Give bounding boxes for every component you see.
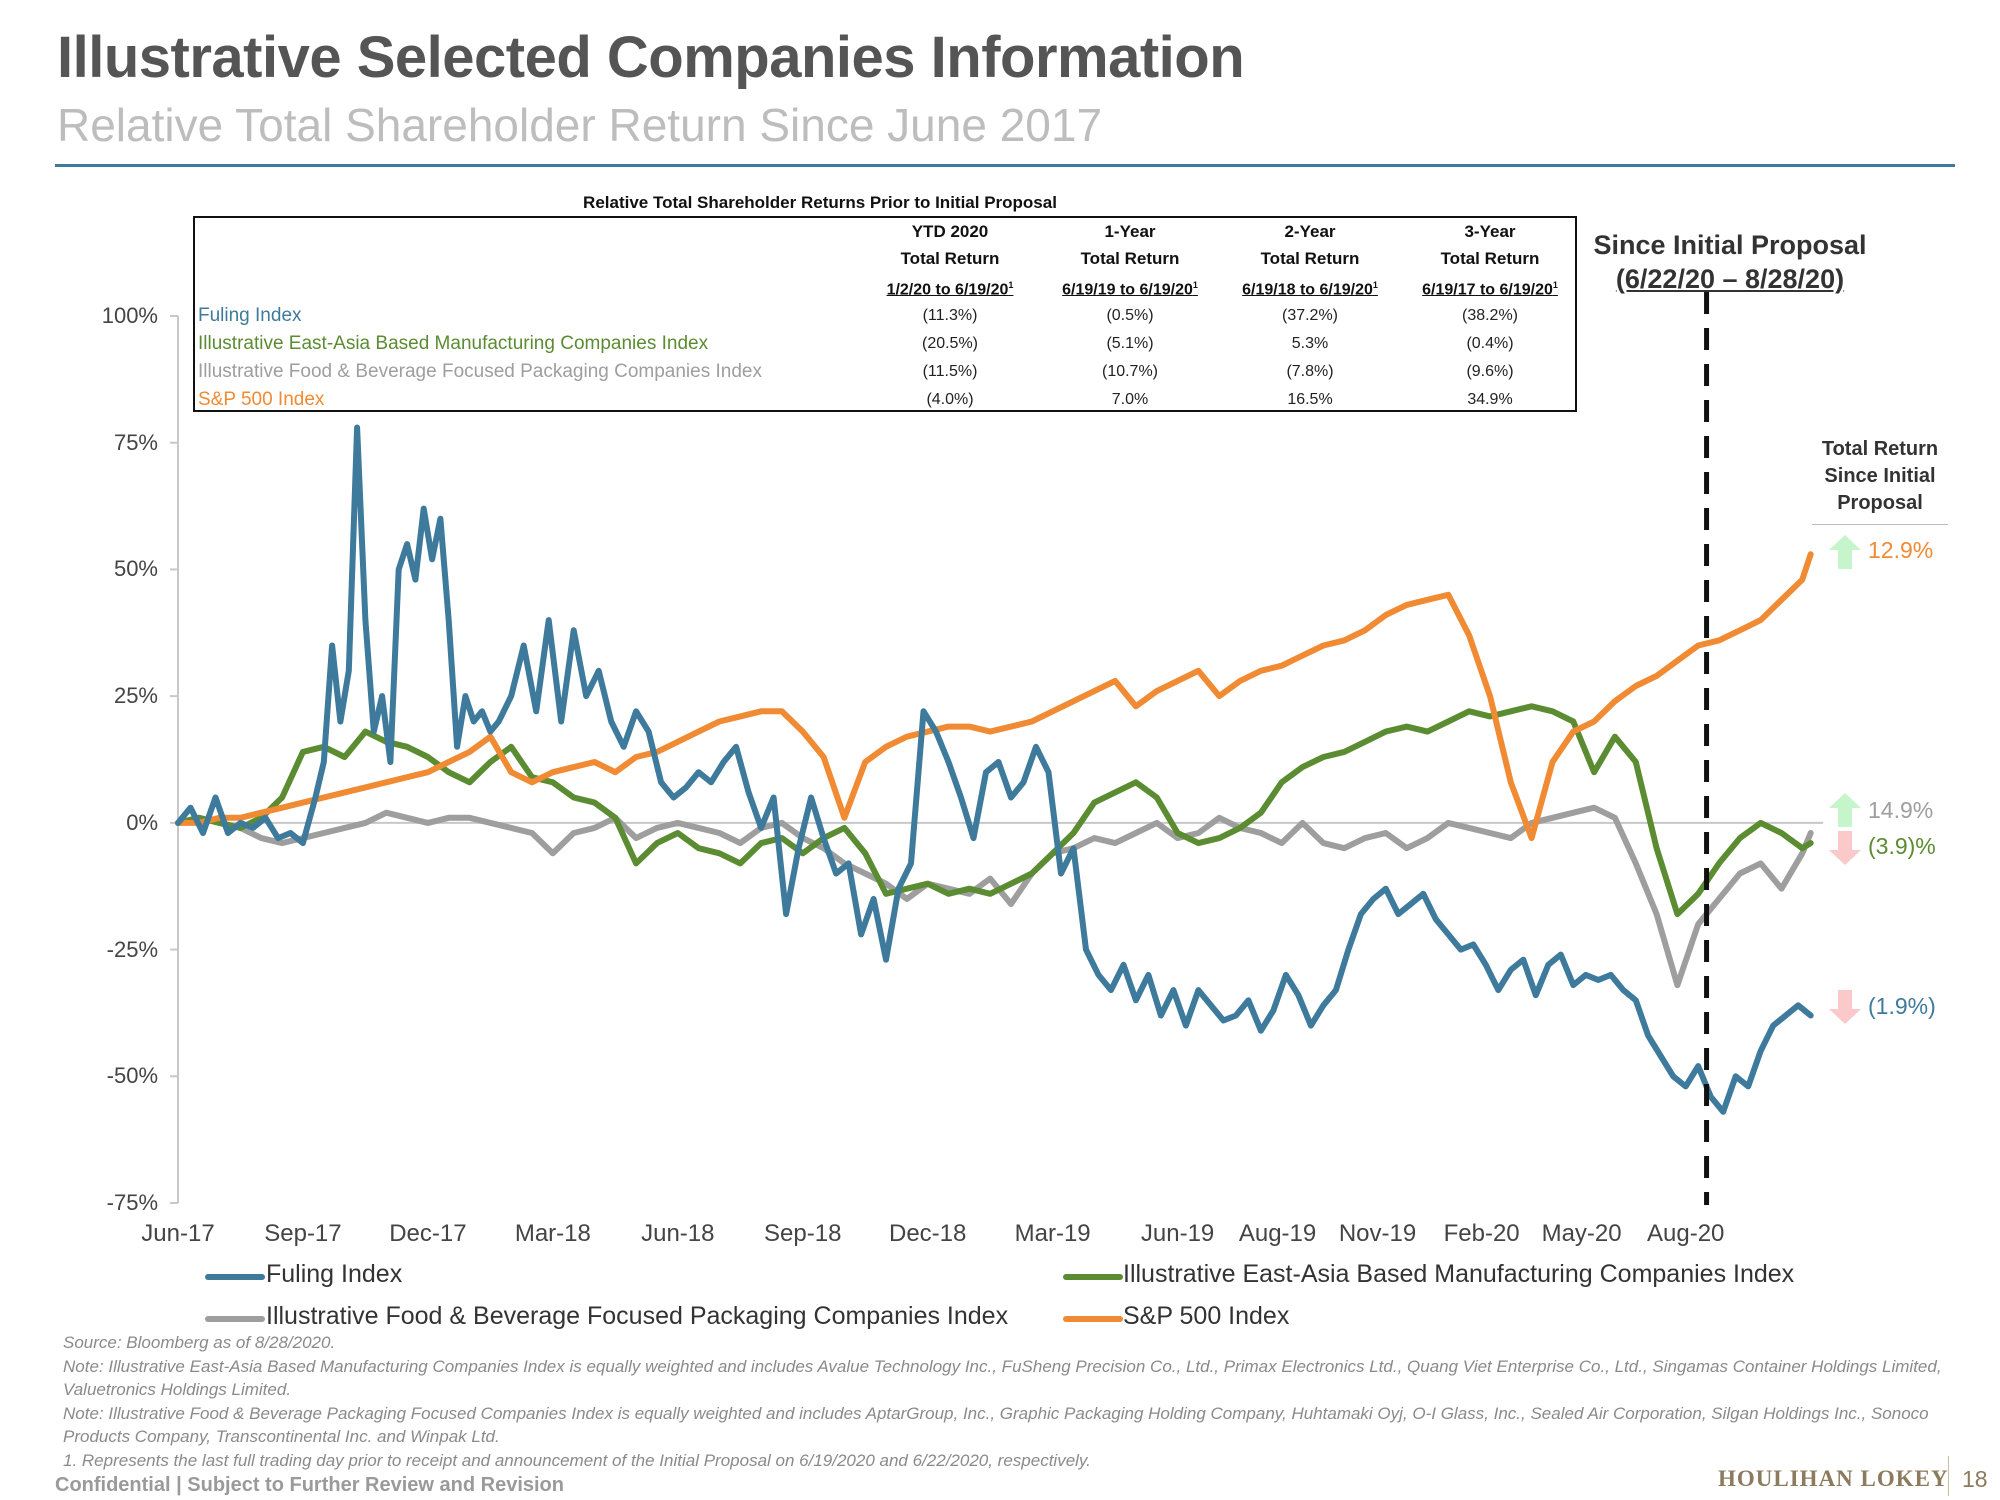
arrow-up-icon bbox=[1829, 793, 1861, 827]
legend-label-sp500: S&P 500 Index bbox=[1123, 1302, 1290, 1330]
table-cell: (11.3%) bbox=[922, 307, 978, 324]
series-line-s-p-500-index bbox=[175, 551, 1814, 842]
table-cell: (4.0%) bbox=[926, 391, 974, 408]
since-initial-proposal-dates: (6/22/20 – 8/28/20) bbox=[1615, 264, 1845, 294]
y-tick-label: -50% bbox=[106, 1063, 158, 1089]
legend-label-fuling: Fuling Index bbox=[266, 1260, 403, 1288]
x-tick-label: Jun-18 bbox=[641, 1220, 715, 1247]
header-divider bbox=[55, 164, 1955, 167]
arrow-up-icon bbox=[1829, 535, 1861, 569]
legend-swatch-food-bev bbox=[205, 1316, 265, 1322]
table-cell: (20.5%) bbox=[921, 335, 979, 352]
table-row-label: Illustrative Food & Beverage Focused Pac… bbox=[198, 361, 762, 382]
source-note: Source: Bloomberg as of 8/28/2020. bbox=[63, 1333, 336, 1352]
table-cell: (9.6%) bbox=[1466, 363, 1514, 380]
x-tick-label: Dec-18 bbox=[889, 1220, 967, 1247]
x-tick-label: Dec-17 bbox=[389, 1220, 467, 1247]
since-initial-proposal-heading: Since Initial Proposal (6/22/20 – 8/28/2… bbox=[1580, 228, 1880, 296]
returns-table bbox=[193, 216, 1577, 412]
return-since-proposal-east-asia: (3.9)% bbox=[1868, 833, 1936, 859]
y-tick-label: 75% bbox=[113, 429, 158, 455]
footnotes: Source: Bloomberg as of 8/28/2020. Note:… bbox=[63, 1331, 1963, 1472]
x-tick-label: Sep-18 bbox=[764, 1220, 842, 1247]
x-tick-label: Mar-18 bbox=[514, 1220, 591, 1247]
x-tick-label: May-20 bbox=[1541, 1220, 1622, 1247]
confidential-notice: Confidential | Subject to Further Review… bbox=[55, 1474, 564, 1496]
x-tick-label: Feb-20 bbox=[1443, 1220, 1520, 1247]
legend-label-food-bev: Illustrative Food & Beverage Focused Pac… bbox=[266, 1302, 1009, 1330]
legend-swatch-sp500 bbox=[1063, 1316, 1123, 1322]
table-cell: 34.9% bbox=[1467, 391, 1513, 408]
table-cell: 7.0% bbox=[1111, 391, 1149, 408]
x-tick-label: Mar-19 bbox=[1014, 1220, 1091, 1247]
legend-label-east-asia: Illustrative East-Asia Based Manufacturi… bbox=[1123, 1260, 1795, 1288]
column-header-1-year: 1-Year Total Return 6/19/19 to 6/19/201 bbox=[1062, 222, 1198, 299]
returns-table-caption: Relative Total Shareholder Returns Prior… bbox=[583, 193, 1057, 212]
x-tick-label: Jun-17 bbox=[141, 1220, 215, 1247]
return-since-proposal-fuling: (1.9%) bbox=[1868, 993, 1936, 1019]
footnote-1: 1. Represents the last full trading day … bbox=[63, 1450, 1091, 1470]
x-tick-label: Jun-19 bbox=[1140, 1220, 1215, 1247]
table-row-label: Fuling Index bbox=[198, 305, 302, 326]
total-return-since-proposal-header: Total Return Since Initial Proposal bbox=[1821, 438, 1939, 514]
column-header-ytd: YTD 2020 Total Return 1/2/20 to 6/19/201 bbox=[886, 222, 1014, 299]
y-tick-label: 25% bbox=[113, 683, 158, 709]
chart-axes bbox=[170, 315, 1824, 1204]
y-tick-label: 0% bbox=[126, 809, 158, 835]
series-line-illustrative-food-beverage-focused-packaging-companies-index bbox=[175, 804, 1814, 989]
east-asia-index-note: Note: Illustrative East-Asia Based Manuf… bbox=[63, 1356, 1942, 1400]
total-return-header-divider bbox=[1812, 524, 1948, 525]
table-cell: (37.2%) bbox=[1281, 307, 1339, 324]
table-cell: (0.4%) bbox=[1466, 335, 1514, 352]
page-title: Illustrative Selected Companies Informat… bbox=[57, 25, 1245, 90]
brand-logo: HOULIHAN LOKEY bbox=[1718, 1466, 1949, 1491]
series-line-fuling-index bbox=[175, 424, 1814, 1115]
x-tick-label: Aug-19 bbox=[1238, 1220, 1317, 1247]
column-header-3-year: 3-Year Total Return 6/19/17 to 6/19/201 bbox=[1422, 222, 1558, 299]
x-tick-label: Sep-17 bbox=[264, 1220, 342, 1247]
table-cell: (0.5%) bbox=[1106, 307, 1154, 324]
table-cell: 5.3% bbox=[1291, 335, 1329, 352]
y-tick-label: 100% bbox=[101, 303, 158, 328]
chart-series bbox=[175, 424, 1814, 1115]
table-cell: 16.5% bbox=[1287, 391, 1333, 408]
table-row-label: Illustrative East-Asia Based Manufacturi… bbox=[198, 333, 709, 354]
arrow-down-icon bbox=[1829, 990, 1861, 1024]
y-tick-label: 50% bbox=[113, 556, 158, 582]
page-subtitle: Relative Total Shareholder Return Since … bbox=[57, 99, 1103, 151]
return-since-proposal-food-bev: 14.9% bbox=[1868, 797, 1934, 823]
return-since-proposal-sp500: 12.9% bbox=[1868, 537, 1934, 563]
legend-swatch-fuling bbox=[205, 1274, 265, 1280]
y-tick-label: -75% bbox=[106, 1190, 158, 1215]
column-header-2-year: 2-Year Total Return 6/19/18 to 6/19/201 bbox=[1242, 222, 1378, 299]
table-cell: (7.8%) bbox=[1286, 363, 1334, 380]
table-cell: (11.5%) bbox=[922, 363, 978, 380]
x-tick-label: Aug-20 bbox=[1647, 1220, 1725, 1247]
legend-swatch-east-asia bbox=[1063, 1274, 1123, 1280]
food-bev-index-note: Note: Illustrative Food & Beverage Packa… bbox=[63, 1403, 1929, 1447]
table-cell: (38.2%) bbox=[1461, 307, 1519, 324]
y-tick-label: -25% bbox=[106, 936, 158, 962]
footer-divider bbox=[1948, 1456, 1949, 1496]
table-cell: (5.1%) bbox=[1106, 335, 1154, 352]
return-arrows bbox=[1829, 535, 1861, 1024]
series-line-illustrative-east-asia-based-manufacturing-companies-index bbox=[175, 703, 1814, 918]
page-number: 18 bbox=[1962, 1466, 1988, 1492]
x-tick-label: Nov-19 bbox=[1338, 1220, 1417, 1247]
table-row-label: S&P 500 Index bbox=[198, 389, 325, 410]
arrow-down-icon bbox=[1829, 831, 1861, 865]
table-cell: (10.7%) bbox=[1101, 363, 1159, 380]
